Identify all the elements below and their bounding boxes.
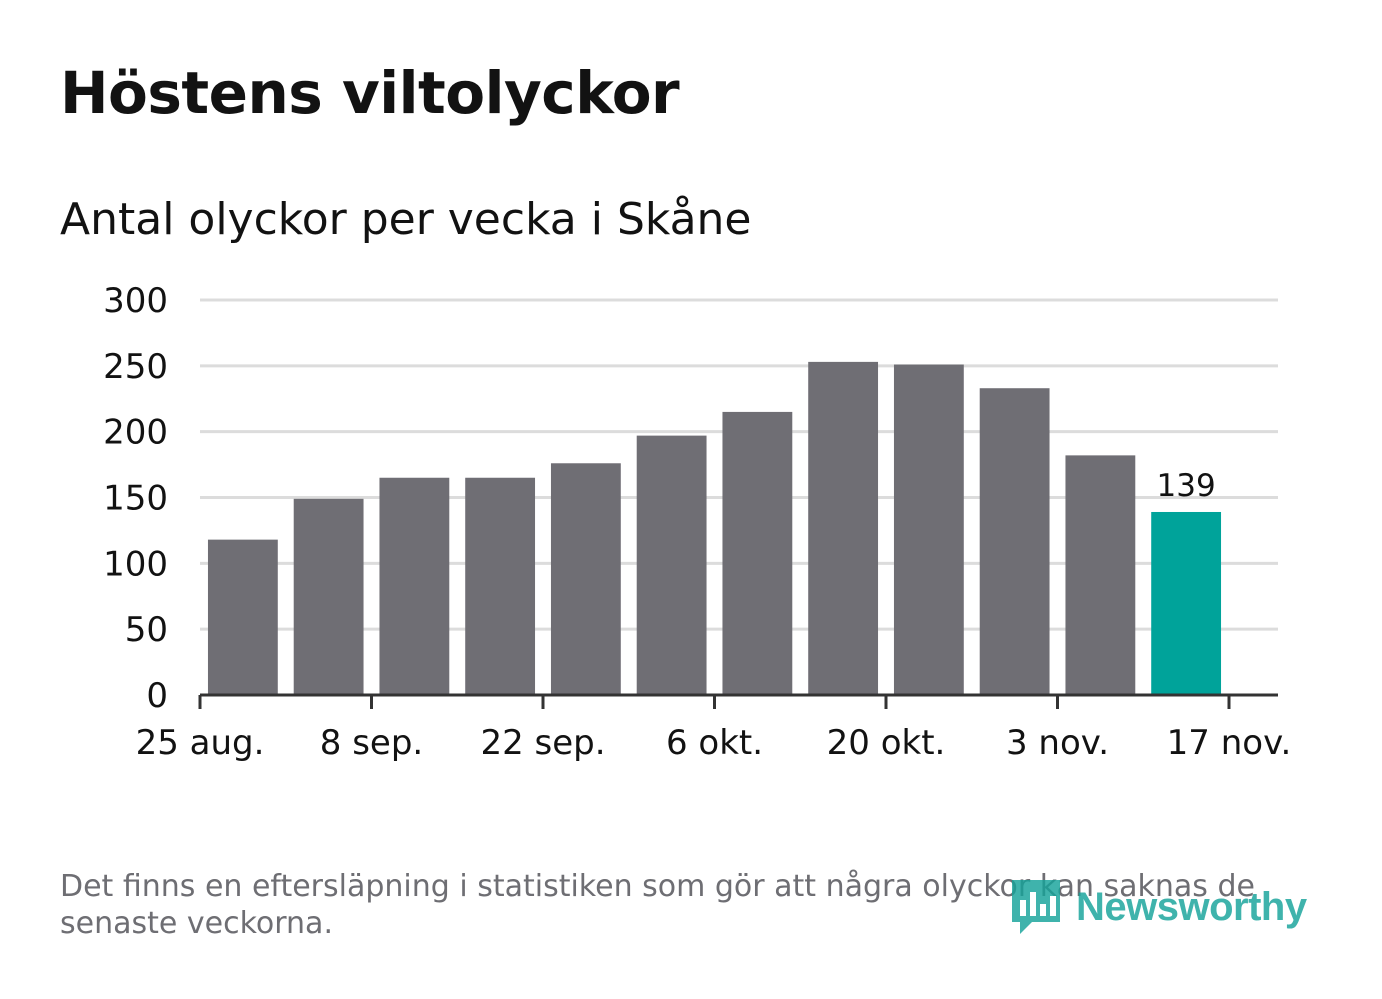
chart-title: Höstens viltolyckor: [60, 59, 680, 127]
bar: [893, 364, 964, 695]
bar: [979, 388, 1050, 695]
bar: [636, 435, 707, 695]
y-axis-ticks: 0 50 100 150 200 250 300: [103, 281, 168, 716]
bar: [1065, 455, 1136, 695]
newsworthy-logo-icon: [1012, 880, 1060, 934]
y-tick-label: 250: [103, 347, 168, 387]
y-tick-label: 300: [103, 281, 168, 321]
bar: [722, 411, 793, 695]
bar-chart: 0 50 100 150 200 250 300 139 25 aug. 8 sep. 22 s…: [103, 281, 1292, 763]
y-tick-label: 200: [103, 413, 168, 453]
x-tick-label: 17 nov.: [1167, 723, 1292, 763]
y-tick-label: 50: [125, 610, 168, 650]
newsworthy-logo-text: Newsworthy: [1076, 884, 1307, 929]
bar: [808, 361, 879, 695]
newsworthy-logo: Newsworthy: [1010, 878, 1307, 936]
x-tick-label: 8 sep.: [320, 723, 423, 763]
x-tick-label: 25 aug.: [136, 723, 265, 763]
x-axis: 25 aug. 8 sep. 22 sep. 6 okt. 20 okt. 3 nov. 1…: [136, 693, 1292, 763]
x-tick-label: 6 okt.: [666, 723, 763, 763]
y-tick-label: 100: [103, 544, 168, 584]
bar: [1151, 511, 1222, 695]
chart-subtitle: Antal olyckor per vecka i Skåne: [60, 194, 752, 245]
y-tick-label: 150: [103, 479, 168, 519]
x-tick-label: 20 okt.: [827, 723, 946, 763]
bars: [207, 361, 1222, 695]
x-tick-label: 22 sep.: [480, 723, 605, 763]
bar: [207, 539, 278, 695]
data-labels: 139: [1157, 468, 1216, 504]
x-tick-label: 3 nov.: [1006, 723, 1109, 763]
bar: [550, 463, 621, 695]
bar: [379, 477, 450, 695]
y-tick-label: 0: [146, 676, 168, 716]
bar: [465, 477, 536, 695]
data-label: 139: [1157, 468, 1216, 504]
bar: [293, 498, 364, 695]
